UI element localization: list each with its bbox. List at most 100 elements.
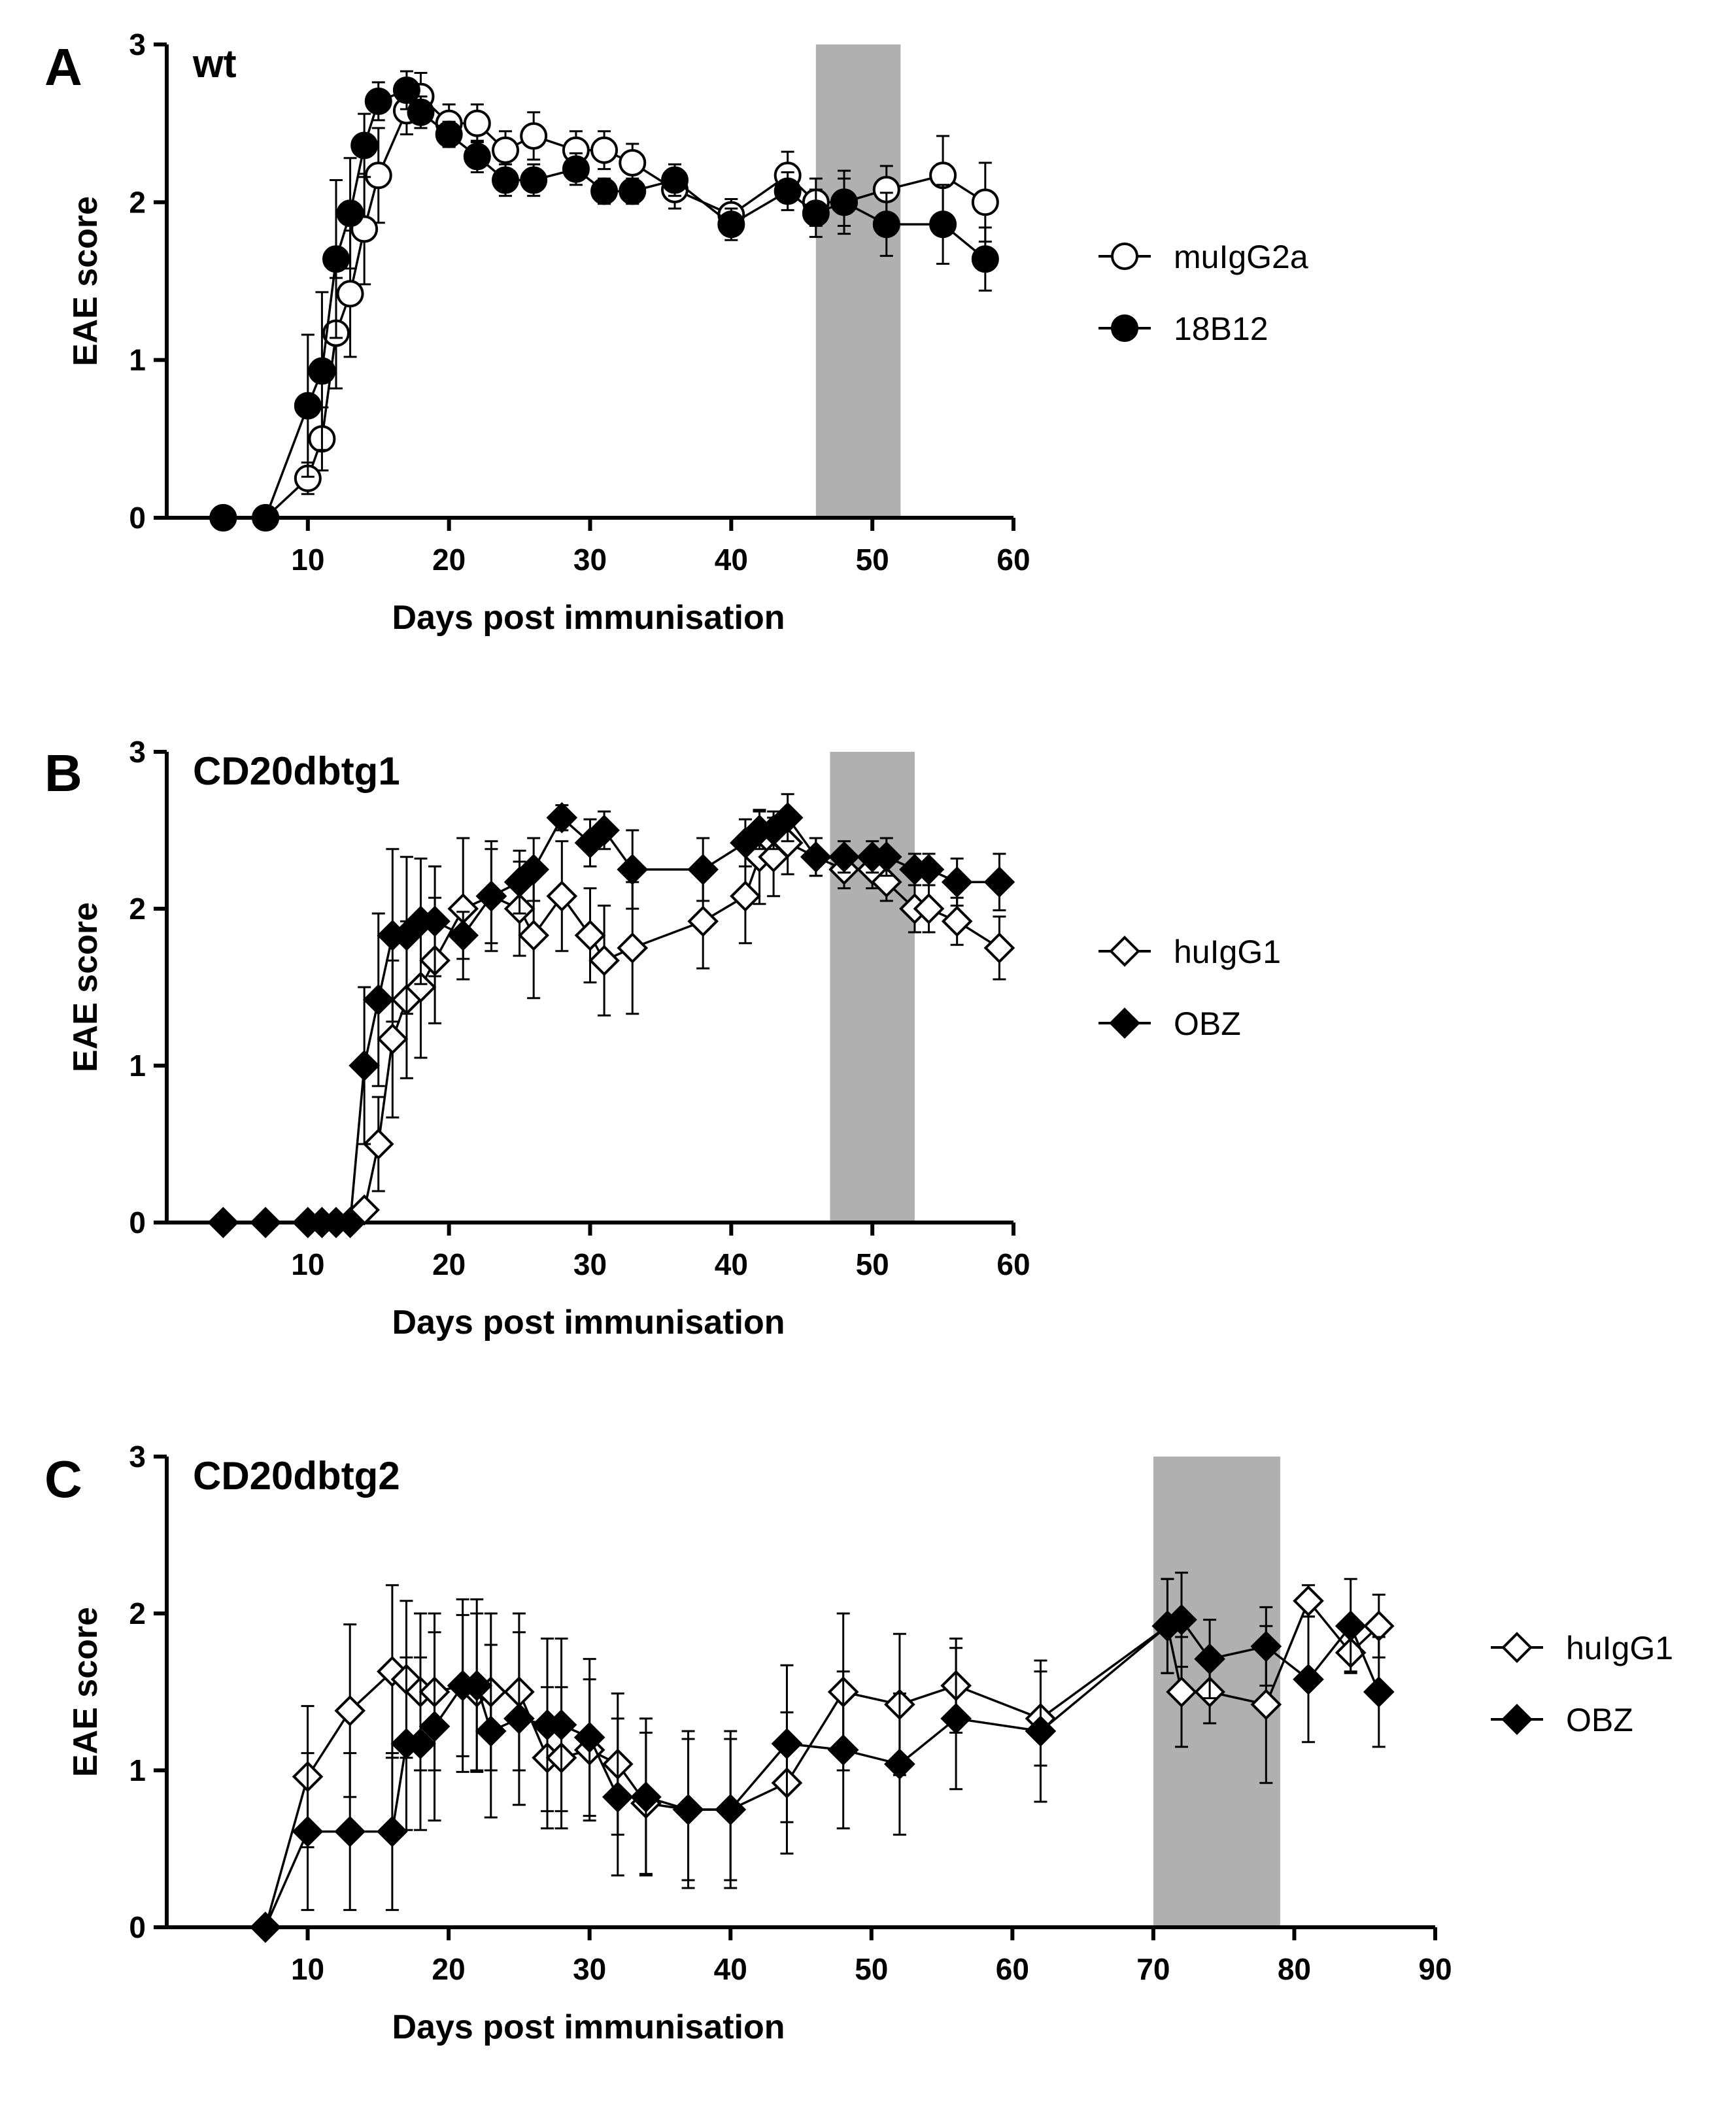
x-tick-label: 80 [1278,1952,1311,1986]
data-point [520,122,548,150]
data-point [617,932,649,964]
y-axis-title: EAE score [67,196,105,366]
data-point [419,905,451,937]
x-tick-label: 90 [1418,1952,1452,1986]
data-point [392,76,420,104]
data-point [1166,1604,1197,1636]
data-point [574,919,606,951]
data-point [802,199,830,228]
data-point [774,177,802,205]
x-axis-title: Days post immunisation [392,1304,785,1341]
panel-c: 0 1 2 3 10 20 30 40 50 60 70 80 90 Days post immunisa… [44,1440,1673,2046]
data-point [730,880,761,912]
panel-title: wt [192,42,237,86]
x-tick-label: 50 [855,1952,888,1986]
y-tick-label: 3 [129,27,146,61]
x-axis-title: Days post immunisation [392,2008,785,2046]
data-point [252,504,280,531]
data-point [588,815,620,846]
y-tick-label: 0 [129,1206,146,1240]
data-point [362,1128,394,1160]
treatment-window-band [815,44,901,518]
data-point [463,109,491,137]
legend-item-18b12: 18B12 [1098,311,1268,347]
data-point [349,1050,380,1081]
data-point [475,880,507,912]
series-obz [207,793,1015,1238]
data-point [545,1709,577,1741]
data-point [407,98,435,126]
y-tick-label: 2 [129,185,146,219]
y-tick-label: 3 [129,735,146,769]
data-point [971,245,999,273]
panel-title: CD20dbtg1 [193,749,400,793]
data-point [461,1670,493,1702]
x-tick-label: 60 [996,1247,1030,1281]
data-point [619,177,647,205]
x-tick-label: 50 [856,543,889,577]
data-point [830,188,858,216]
y-tick-label: 0 [129,501,146,535]
data-point [292,1815,324,1847]
legend-item-muigg2a: muIgG2a [1098,239,1308,275]
data-point [250,1207,281,1238]
x-tick-label: 60 [996,543,1030,577]
data-point [463,143,491,171]
data-point [322,245,350,273]
data-point [492,136,519,164]
x-tick-label: 10 [291,1247,324,1281]
legend-marker [1111,243,1138,270]
x-tick-label: 10 [291,543,324,577]
data-point [520,166,548,194]
x-axis-title: Days post immunisation [392,599,785,637]
panel-a: 0 1 2 3 10 20 30 40 50 60 Days post immunisation EA… [44,27,1308,637]
data-point [941,866,973,898]
data-point [619,149,647,177]
y-tick-label: 1 [129,1753,146,1787]
data-point [827,1734,859,1766]
treatment-window-band [830,752,915,1223]
data-point [573,1721,605,1753]
legend-marker [1109,936,1140,967]
legend-marker [1501,1704,1533,1735]
y-tick-label: 2 [129,892,146,926]
data-point [1166,1676,1197,1708]
data-point [207,1207,239,1238]
data-point [405,1728,436,1760]
data-point [492,166,519,194]
data-point [715,1794,747,1825]
legend-label: huIgG1 [1566,1630,1673,1666]
legend-item-obz: OBZ [1098,1005,1241,1042]
data-point [940,1702,972,1734]
data-point [913,854,945,885]
data-point [475,1715,507,1747]
data-point [308,357,336,385]
x-tick-label: 30 [573,1952,606,1986]
x-tick-label: 50 [856,1247,889,1281]
data-point [687,905,719,937]
data-point [872,211,900,239]
legend-label: huIgG1 [1174,934,1281,970]
data-point [602,1781,634,1813]
data-point [800,841,832,873]
panel-b: 0 1 2 3 10 20 30 40 50 60 Days post immunisation EA… [44,735,1281,1341]
x-tick-label: 30 [573,1247,607,1281]
data-point [1250,1630,1282,1662]
data-point [884,1748,915,1780]
data-point [983,932,1015,964]
data-point [971,188,999,216]
data-point [334,1695,366,1727]
data-point [336,199,364,228]
data-point [377,1023,409,1055]
data-point [1363,1676,1395,1708]
x-tick-label: 10 [291,1952,324,1986]
data-point [617,854,649,885]
data-point [350,131,379,160]
data-point [418,1710,451,1742]
legend-label: 18B12 [1174,311,1268,347]
data-point [687,854,719,885]
data-point [1293,1663,1324,1695]
legend-item-obz: OBZ [1491,1702,1633,1738]
y-tick-label: 2 [129,1596,146,1630]
x-tick-label: 40 [715,1247,748,1281]
